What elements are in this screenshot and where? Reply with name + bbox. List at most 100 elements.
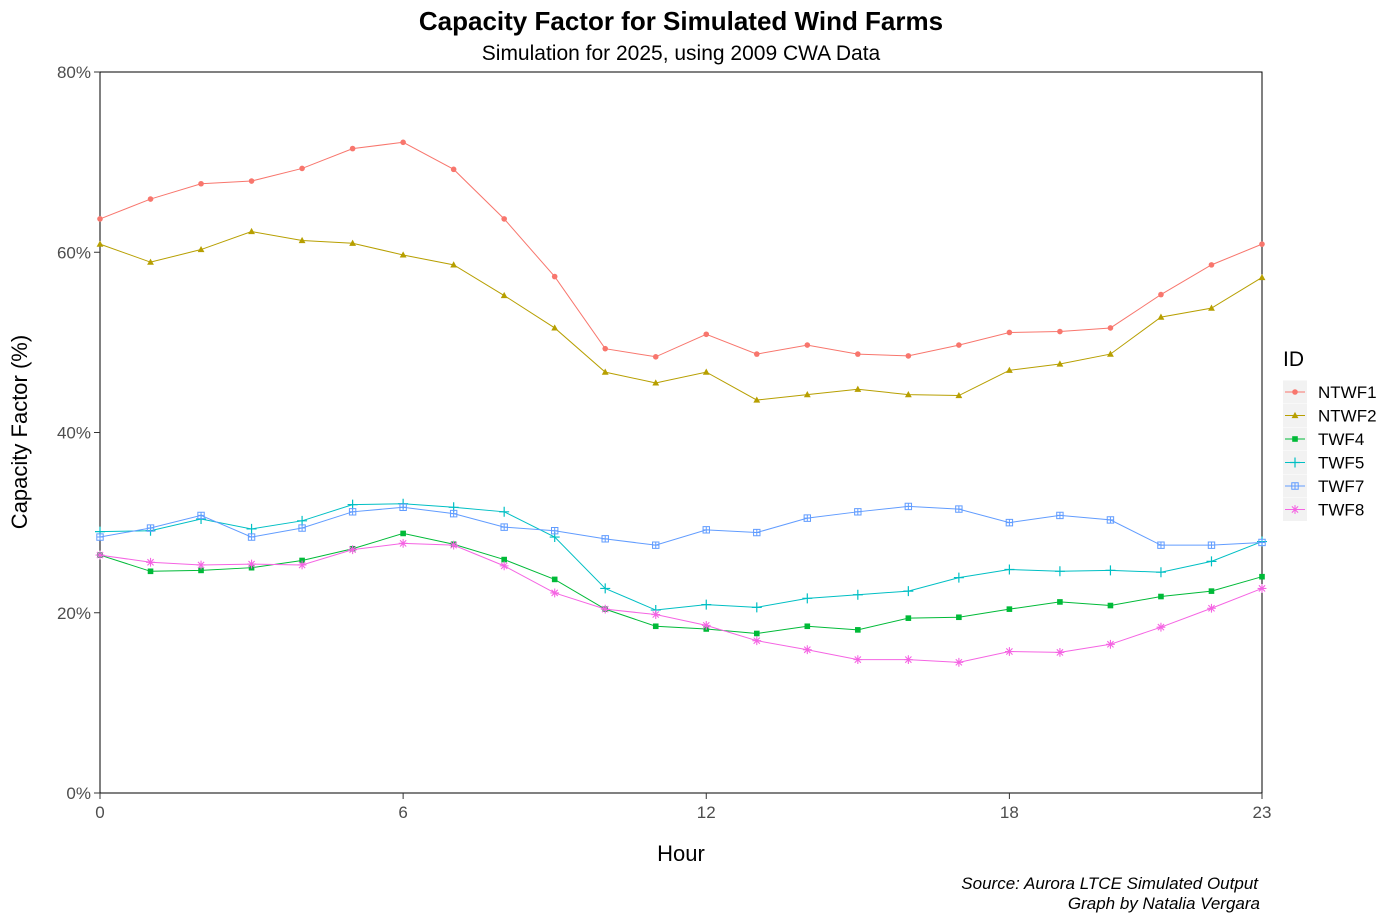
data-point-twf8 bbox=[903, 655, 913, 665]
series-ntwf1 bbox=[97, 139, 1265, 360]
data-point-ntwf1 bbox=[97, 216, 103, 222]
data-point-ntwf2 bbox=[803, 391, 811, 398]
data-point-ntwf1 bbox=[753, 351, 760, 357]
data-point-twf5 bbox=[1105, 565, 1116, 576]
legend-key-marker bbox=[1290, 457, 1300, 468]
series-twf7 bbox=[96, 502, 1266, 549]
data-point-twf5 bbox=[701, 599, 712, 610]
data-point-twf8 bbox=[1106, 639, 1115, 649]
data-point-ntwf1 bbox=[804, 342, 811, 348]
data-point-twf8 bbox=[1004, 647, 1014, 656]
y-tick-label: 60% bbox=[57, 243, 91, 262]
data-point-twf4 bbox=[1057, 599, 1063, 605]
caption-author: Graph by Natalia Vergara bbox=[1068, 894, 1260, 913]
data-point-twf8 bbox=[398, 538, 408, 548]
data-point-twf8 bbox=[701, 620, 711, 630]
data-point-twf4 bbox=[905, 615, 912, 621]
data-point-ntwf1 bbox=[450, 166, 457, 173]
data-point-twf5 bbox=[903, 586, 914, 597]
data-point-ntwf1 bbox=[1057, 328, 1063, 335]
data-point-twf7 bbox=[854, 508, 862, 516]
chart-subtitle: Simulation for 2025, using 2009 CWA Data bbox=[482, 42, 881, 65]
series-line-ntwf2 bbox=[99, 231, 1263, 401]
x-tick-label: 23 bbox=[1253, 803, 1272, 822]
data-point-twf5 bbox=[246, 523, 257, 534]
series-line-twf4 bbox=[99, 532, 1263, 634]
data-point-twf4 bbox=[147, 568, 154, 575]
data-point-twf8 bbox=[196, 560, 206, 570]
plot-panel bbox=[99, 71, 1263, 794]
data-point-twf4 bbox=[1158, 593, 1164, 600]
data-point-twf8 bbox=[954, 657, 964, 667]
data-point-twf5 bbox=[1054, 566, 1065, 577]
data-point-ntwf1 bbox=[703, 331, 710, 338]
legend-item-twf5: TWF5 bbox=[1283, 451, 1364, 474]
data-point-ntwf1 bbox=[602, 345, 609, 352]
data-point-twf7 bbox=[500, 523, 508, 531]
data-point-twf8 bbox=[550, 588, 560, 598]
data-point-ntwf2 bbox=[399, 251, 407, 258]
data-point-twf4 bbox=[1208, 588, 1215, 594]
data-point-ntwf2 bbox=[652, 379, 660, 386]
data-point-ntwf2 bbox=[248, 227, 255, 235]
data-point-twf8 bbox=[95, 550, 105, 560]
data-point-twf4 bbox=[400, 530, 406, 537]
legend-key-marker bbox=[1290, 505, 1300, 514]
y-tick-label: 20% bbox=[57, 604, 91, 623]
data-point-ntwf2 bbox=[96, 240, 104, 247]
data-point-ntwf2 bbox=[854, 385, 862, 392]
x-axis-label: Hour bbox=[657, 841, 705, 866]
data-point-ntwf2 bbox=[1208, 304, 1215, 311]
y-tick-label: 40% bbox=[57, 424, 91, 443]
data-point-twf4 bbox=[1107, 602, 1114, 609]
y-axis: 0% 20% 40% 60% 80% bbox=[57, 63, 100, 803]
legend-key-marker bbox=[1292, 389, 1298, 395]
data-point-ntwf1 bbox=[501, 216, 507, 222]
data-point-ntwf2 bbox=[197, 245, 205, 253]
data-point-ntwf1 bbox=[299, 165, 305, 172]
data-point-twf8 bbox=[146, 557, 155, 567]
series-line-ntwf1 bbox=[99, 141, 1263, 358]
data-point-ntwf2 bbox=[500, 291, 508, 299]
data-point-twf8 bbox=[1207, 603, 1216, 613]
legend-label: NTWF1 bbox=[1318, 383, 1377, 402]
chart-title: Capacity Factor for Simulated Wind Farms bbox=[419, 6, 943, 36]
data-point-ntwf1 bbox=[855, 351, 861, 357]
data-point-ntwf1 bbox=[1259, 241, 1265, 247]
data-point-ntwf2 bbox=[601, 368, 609, 375]
data-point-twf8 bbox=[247, 559, 256, 569]
series-layer bbox=[95, 139, 1267, 667]
data-point-twf7 bbox=[1056, 511, 1064, 520]
data-point-ntwf2 bbox=[753, 396, 761, 403]
data-point-twf7 bbox=[1106, 516, 1115, 524]
data-point-ntwf2 bbox=[1157, 313, 1165, 320]
data-point-ntwf2 bbox=[1107, 350, 1114, 357]
data-point-twf4 bbox=[198, 567, 204, 574]
data-point-twf7 bbox=[753, 528, 761, 537]
data-point-twf7 bbox=[348, 508, 357, 516]
y-tick-label: 0% bbox=[66, 784, 91, 803]
data-point-ntwf2 bbox=[349, 239, 357, 246]
data-point-twf5 bbox=[1004, 564, 1015, 575]
data-point-twf4 bbox=[652, 623, 659, 630]
data-point-twf5 bbox=[1155, 567, 1166, 578]
data-point-ntwf1 bbox=[1158, 291, 1164, 298]
data-point-twf5 bbox=[802, 593, 813, 604]
data-point-ntwf2 bbox=[1056, 360, 1064, 367]
data-point-twf7 bbox=[601, 535, 609, 543]
data-point-ntwf1 bbox=[905, 353, 912, 359]
legend-label: TWF5 bbox=[1318, 454, 1364, 473]
data-point-twf8 bbox=[1055, 648, 1065, 657]
data-point-twf7 bbox=[96, 533, 104, 541]
data-point-ntwf2 bbox=[551, 324, 559, 331]
data-point-ntwf2 bbox=[1258, 273, 1266, 281]
data-point-twf8 bbox=[802, 645, 812, 655]
data-point-twf7 bbox=[1157, 541, 1165, 549]
data-point-twf4 bbox=[299, 557, 305, 564]
data-point-twf7 bbox=[449, 509, 458, 518]
data-point-twf8 bbox=[297, 560, 307, 570]
data-point-twf4 bbox=[551, 576, 558, 583]
data-point-ntwf2 bbox=[147, 258, 154, 265]
data-point-ntwf2 bbox=[955, 391, 963, 399]
legend-label: TWF7 bbox=[1318, 477, 1364, 496]
